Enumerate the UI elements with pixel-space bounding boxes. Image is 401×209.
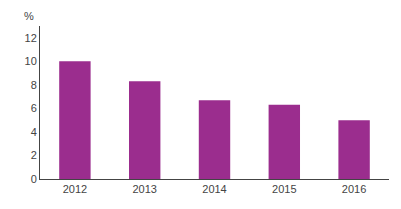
- svg-text:4: 4: [31, 126, 37, 138]
- svg-text:2014: 2014: [202, 183, 226, 195]
- svg-text:2016: 2016: [342, 183, 366, 195]
- svg-text:6: 6: [31, 102, 37, 114]
- svg-text:8: 8: [31, 79, 37, 91]
- svg-text:%: %: [24, 10, 34, 22]
- svg-text:12: 12: [25, 32, 37, 44]
- svg-text:2012: 2012: [63, 183, 87, 195]
- svg-text:10: 10: [25, 55, 37, 67]
- svg-text:2: 2: [31, 149, 37, 161]
- svg-text:0: 0: [31, 173, 37, 185]
- svg-text:2013: 2013: [132, 183, 156, 195]
- svg-text:2015: 2015: [272, 183, 296, 195]
